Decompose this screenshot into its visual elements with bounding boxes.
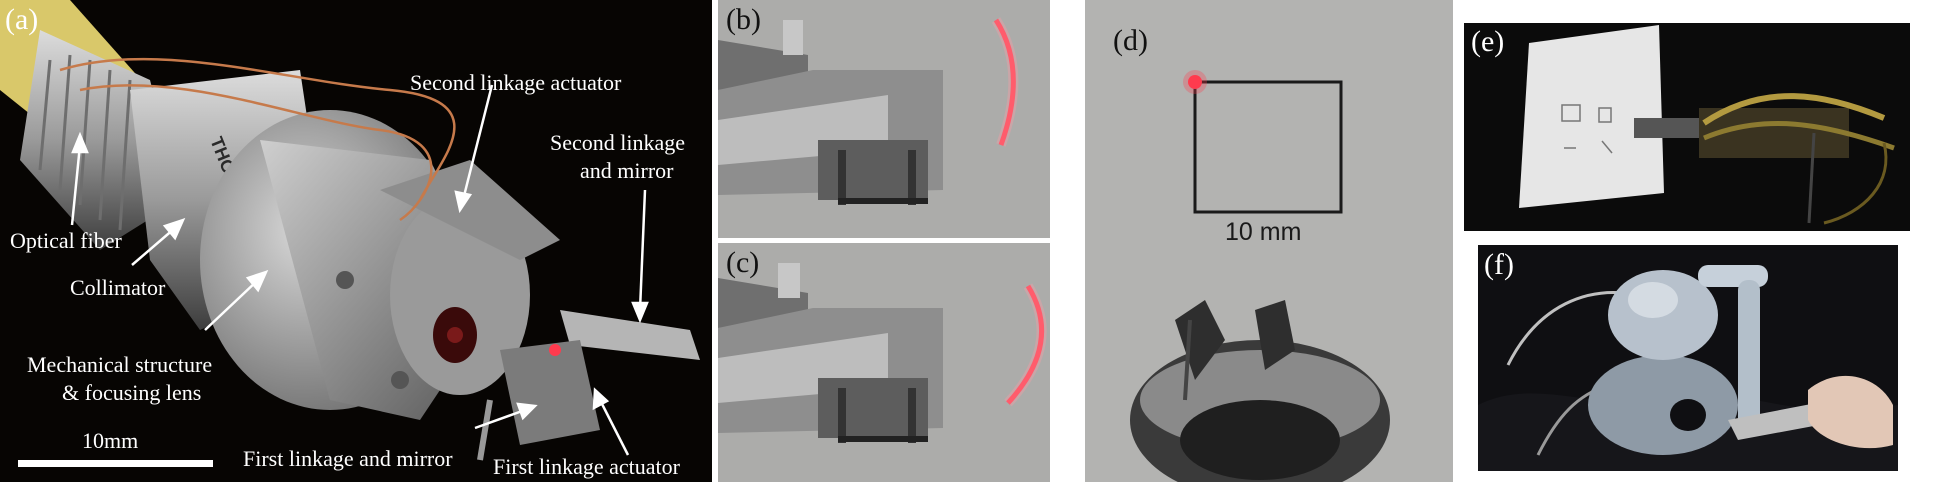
panel-e-photo [1464,23,1910,231]
annotation-mechanical-line1: Mechanical structure [27,352,213,377]
panel-b-photo [718,0,1050,238]
panel-f: (f) [1478,245,1898,471]
panel-label-f: (f) [1484,248,1514,281]
panel-label-d: (d) [1113,24,1148,57]
panel-c-photo [718,243,1050,482]
panel-label-c: (c) [726,246,760,279]
laser-arc-c [1006,284,1045,405]
panel-label-e: (e) [1471,25,1505,58]
annotation-second-actuator: Second linkage actuator [410,70,622,95]
laser-arc-b [993,18,1016,146]
annotation-second-linkage-line2: and mirror [580,158,674,183]
panel-label-b: (b) [726,3,761,36]
panel-d: (d) 10 mm [1085,0,1453,482]
haptic-base [1588,355,1738,455]
second-linkage [560,310,700,360]
scanner-head [1634,118,1704,138]
annotation-mechanical-line2: & focusing lens [62,380,202,405]
target-square [1193,80,1343,214]
first-linkage [500,340,600,445]
paper-sheet [1519,25,1664,208]
panel-a-photo: THORLABS [0,0,700,467]
panel-a: THORLABS (a) Optical fiber Collimator [0,0,712,482]
panel-label-a: (a) [5,3,39,36]
panel-d-photo [1085,0,1453,482]
annotation-optical-fiber: Optical fiber [10,228,122,253]
annotation-collimator: Collimator [70,275,166,300]
annotation-second-linkage-line1: Second linkage [550,130,686,155]
laser-dot [1188,75,1202,89]
annotation-first-actuator: First linkage actuator [493,454,680,479]
panel-b: (b) [718,0,1050,238]
panel-c: (c) [718,243,1050,482]
annotation-first-linkage: First linkage and mirror [243,446,453,471]
hand [1808,375,1893,449]
scale-bar [18,460,213,467]
scale-label-d: 10 mm [1225,218,1302,246]
panel-f-photo [1478,245,1898,471]
panel-e: (e) [1464,23,1910,231]
scale-label: 10mm [82,428,139,453]
